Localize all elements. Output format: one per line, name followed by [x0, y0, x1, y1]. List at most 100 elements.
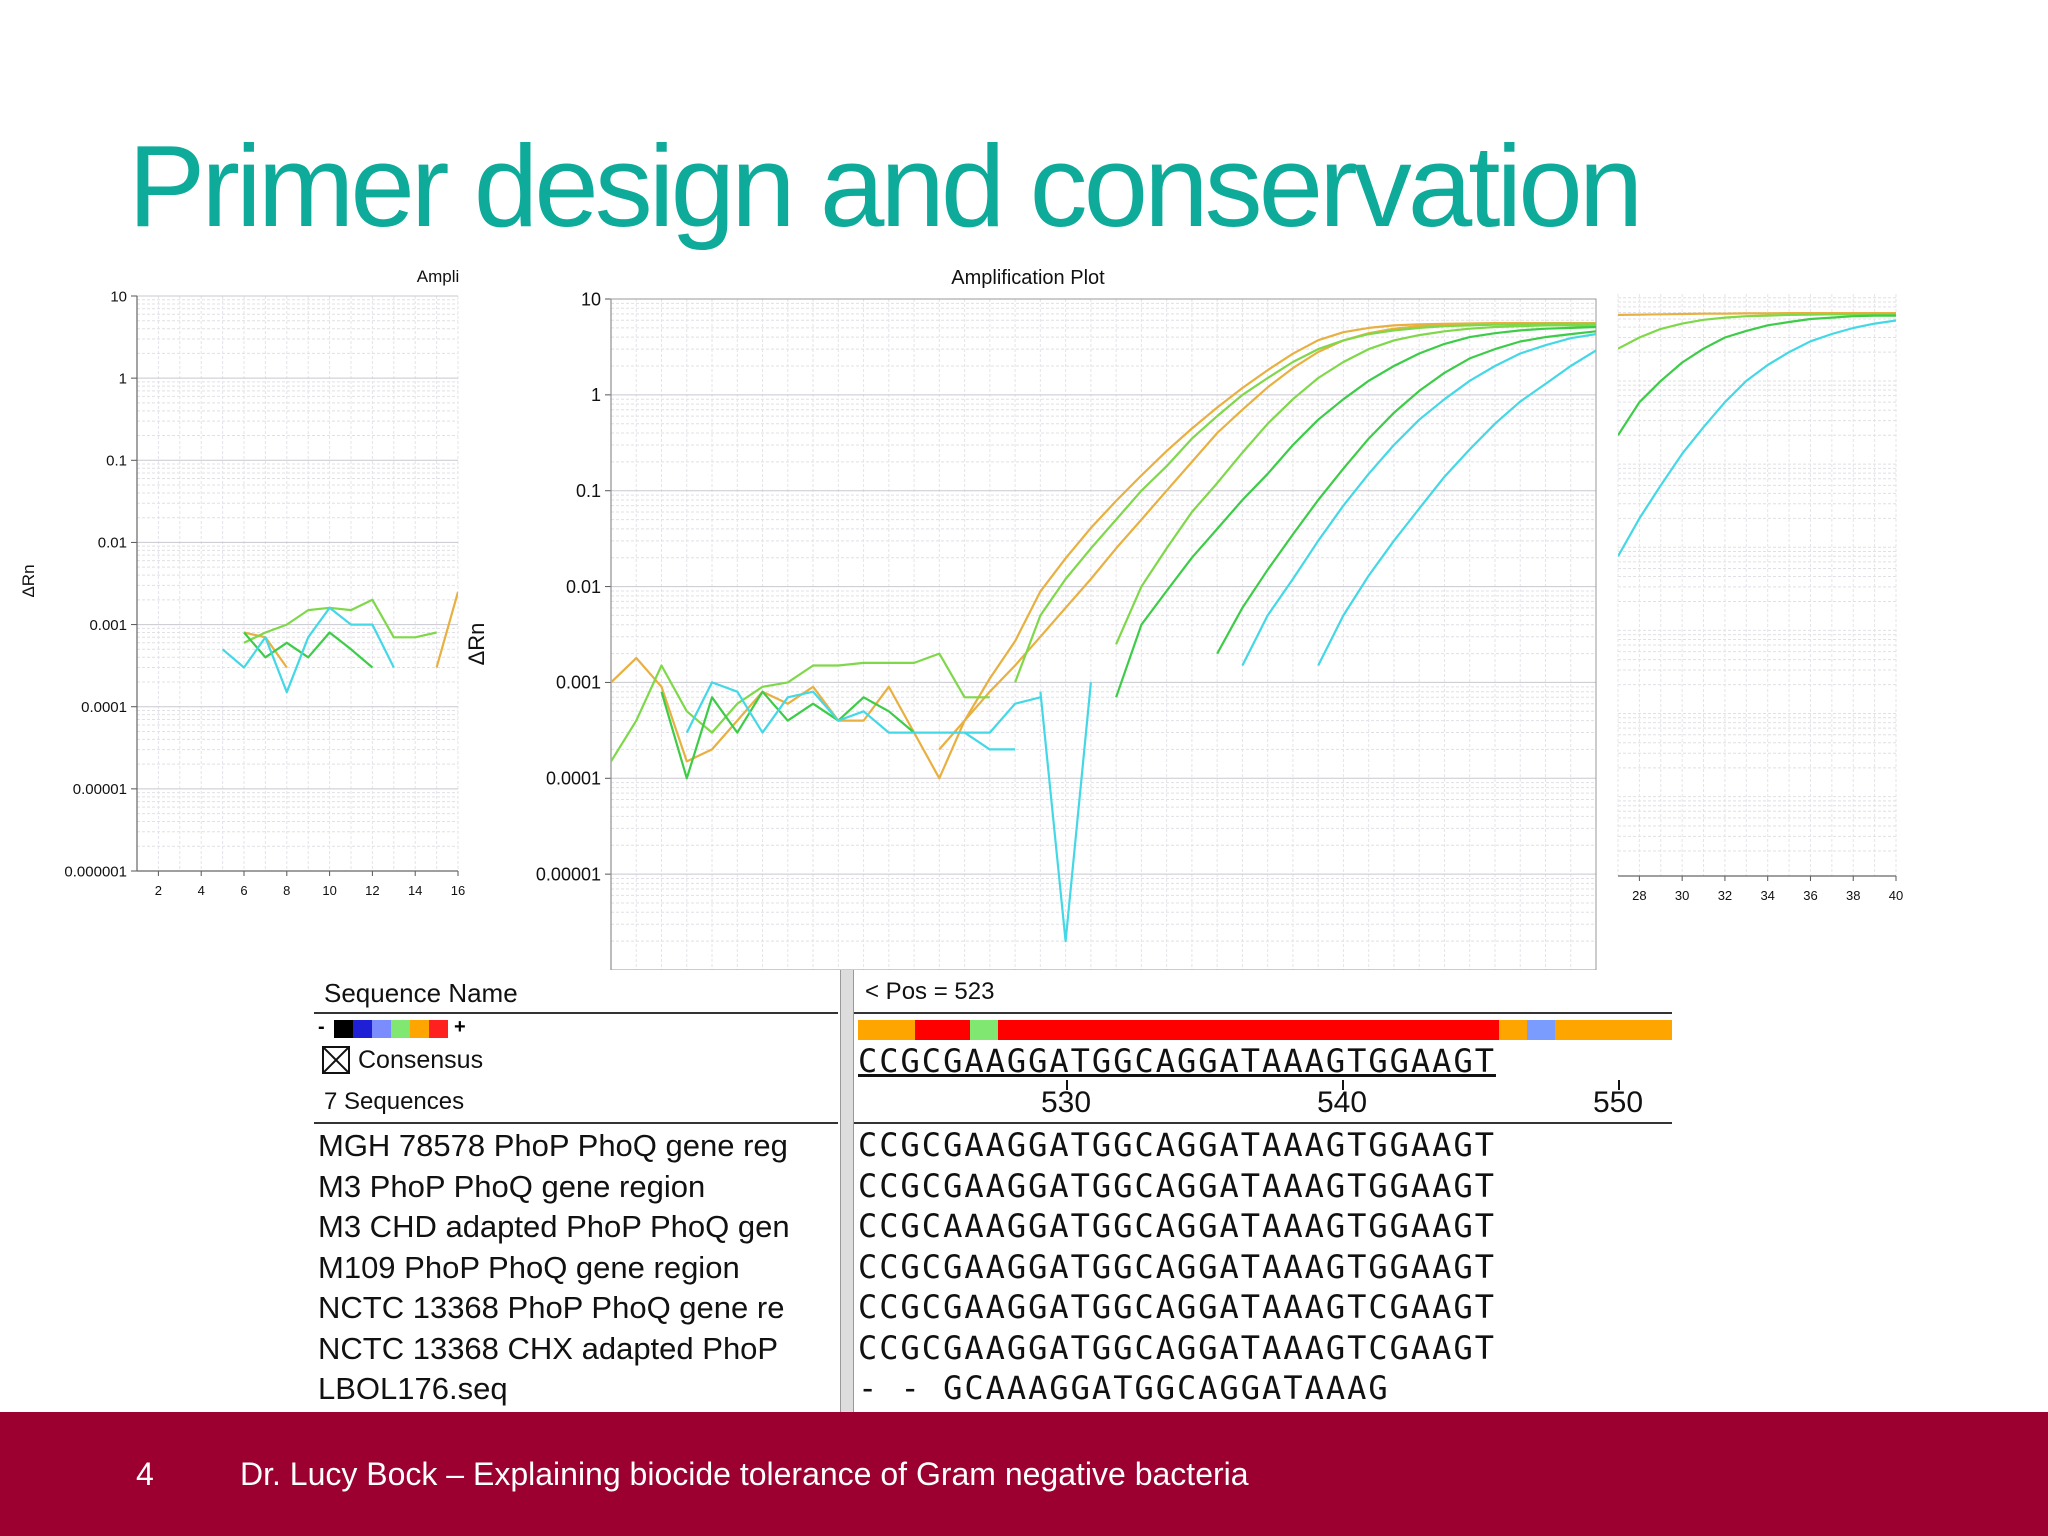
ruler-label: 540: [1316, 1086, 1368, 1119]
consensus-checkbox[interactable]: [322, 1046, 350, 1074]
sequence-residues: CCGCGAAGGATGGCAGGATAAAGTCGAAGT: [858, 1288, 1496, 1326]
ruler-tick: [1618, 1080, 1620, 1090]
y-tick-label: 10: [581, 289, 601, 309]
rows-divider-right: [854, 1122, 1672, 1124]
x-tick-label: 14: [408, 883, 422, 898]
y-tick-label: 1: [591, 385, 601, 405]
conservation-segment: [1527, 1020, 1555, 1040]
y-tick-label: 0.0001: [81, 699, 127, 716]
x-tick-label: 4: [198, 883, 205, 898]
series-group: [221, 591, 458, 694]
slide-footer: 4 Dr. Lucy Bock – Explaining biocide tol…: [0, 1412, 2048, 1536]
color-scale-swatch: [372, 1020, 391, 1038]
series-line-orange: [611, 321, 1596, 780]
sequence-name[interactable]: NCTC 13368 PhoP PhoQ gene re: [318, 1290, 785, 1325]
x-tick-label: 28: [1632, 888, 1646, 903]
series-line-cyan: [685, 681, 1016, 751]
series-line-dark_green: [1618, 314, 1896, 436]
series-line-green: [611, 652, 990, 762]
series-group: [1618, 311, 1896, 557]
consensus-label: Consensus: [358, 1046, 484, 1074]
y-axis-label: ΔRn: [19, 564, 38, 597]
sequence-residues: CCGCGAAGGATGGCAGGATAAAGTCGAAGT: [858, 1328, 1496, 1367]
color-scale-legend: [334, 1020, 448, 1038]
x-tick-label: 10: [322, 883, 336, 898]
series-line-cyan: [1618, 319, 1896, 557]
y-tick-label: 0.1: [576, 481, 601, 501]
pane-splitter[interactable]: [840, 970, 854, 1412]
sequence-name[interactable]: M109 PhoP PhoQ gene region: [318, 1249, 740, 1285]
y-tick-label: 0.1: [106, 453, 127, 470]
series-line-dark_green: [1115, 325, 1596, 698]
series-line-dark_green: [243, 631, 374, 669]
color-scale-swatch: [353, 1020, 372, 1038]
sequence-residues: CCGCGAAGGATGGCAGGATAAAGTGGAAGT: [858, 1126, 1496, 1164]
y-tick-label: 0.001: [556, 673, 601, 693]
series-line-green: [1618, 313, 1896, 350]
plot-title: Ampli: [417, 267, 460, 286]
series-line-cyan: [964, 696, 1041, 734]
x-tick-label: 30: [1675, 888, 1689, 903]
ruler-label: 530: [1040, 1086, 1092, 1119]
x-tick-label: 34: [1760, 888, 1774, 903]
ruler-tick: [1342, 1080, 1344, 1090]
y-tick-label: 0.00001: [536, 864, 601, 884]
color-scale-minus: -: [318, 1016, 325, 1038]
plot-frame: [610, 298, 1597, 970]
page-number: 4: [136, 1456, 154, 1492]
plot-area: [137, 296, 458, 871]
series-line-green: [1014, 322, 1596, 683]
x-tick-label: 36: [1803, 888, 1817, 903]
y-tick-label: 0.01: [98, 535, 127, 552]
ruler-tick: [1066, 1080, 1068, 1090]
conservation-segment: [997, 1020, 1500, 1040]
sequence-residues: CCGCGAAGGATGGCAGGATAAAGTGGAAGT: [858, 1166, 1496, 1205]
series-line-cyan: [1039, 682, 1092, 943]
series-line-cyan: [1317, 349, 1596, 666]
color-scale-plus: +: [454, 1016, 466, 1038]
color-scale-swatch: [391, 1020, 410, 1038]
y-tick-label: 0.001: [89, 617, 127, 634]
x-tick-label: 8: [283, 883, 290, 898]
y-tick-label: 0.0001: [546, 769, 601, 789]
color-scale-swatch: [429, 1020, 448, 1038]
sequence-name[interactable]: MGH 78578 PhoP PhoQ gene reg: [318, 1128, 788, 1163]
series-line-orange: [435, 591, 458, 668]
header-divider: [314, 1012, 838, 1014]
position-indicator: < Pos = 523: [865, 978, 995, 1005]
checkbox-x-icon: [323, 1047, 349, 1073]
sequence-residues: CCGCAAAGGATGGCAGGATAAAGTGGAAGT: [858, 1207, 1496, 1245]
y-tick-label: 0.000001: [64, 863, 127, 880]
sequence-name[interactable]: LBOL176.seq: [318, 1371, 508, 1406]
amplification-plot-main: 10 1 0.1 0.01 0.001 0.0001 0.00001 Amplificatio…: [464, 267, 1597, 970]
sequence-name-header: Sequence Name: [324, 978, 518, 1008]
ruler-label: 550: [1592, 1086, 1644, 1119]
sequence-name[interactable]: M3 CHD adapted PhoP PhoQ gen: [318, 1209, 790, 1244]
x-tick-label: 2: [155, 883, 162, 898]
color-scale-swatch: [410, 1020, 429, 1038]
y-tick-label: 0.00001: [73, 781, 127, 798]
conservation-segment: [1499, 1020, 1528, 1040]
conservation-segment: [1554, 1020, 1672, 1040]
series-line-orange: [938, 321, 1596, 751]
amplification-plot-left: 10 1 0.1 0.01 0.001 0.0001 0.00001 0.000001 2 4 6 8…: [19, 267, 465, 898]
series-line-dark_green: [1216, 330, 1596, 655]
plot-area: [1618, 294, 1896, 876]
series-line-green: [1115, 324, 1596, 645]
plot-title: Amplification Plot: [951, 267, 1105, 289]
sequence-residues: - - GCAAAGGATGGCAGGATAAAG: [858, 1369, 1390, 1407]
series-line-orange: [1618, 311, 1896, 316]
series-line-cyan: [221, 606, 395, 694]
footer-text: Dr. Lucy Bock – Explaining biocide toler…: [240, 1456, 1249, 1492]
color-scale-swatch: [334, 1020, 353, 1038]
series-line-dark_green: [660, 690, 915, 780]
x-tick-label: 40: [1889, 888, 1903, 903]
x-tick-label: 16: [451, 883, 465, 898]
series-line-green: [243, 598, 437, 644]
sequence-name[interactable]: M3 PhoP PhoQ gene region: [318, 1168, 706, 1204]
sequence-name[interactable]: NCTC 13368 CHX adapted PhoP: [318, 1330, 779, 1366]
x-tick-label: 12: [365, 883, 379, 898]
y-tick-label: 1: [119, 370, 127, 387]
slide-title: Primer design and conservation: [128, 121, 1643, 251]
sequence-count: 7 Sequences: [324, 1088, 465, 1115]
